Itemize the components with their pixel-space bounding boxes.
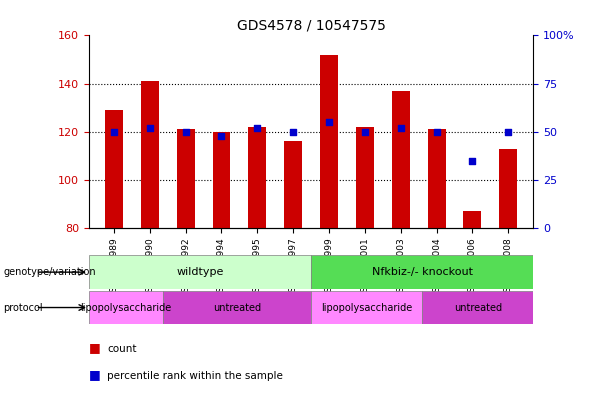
Point (432, 129, 441, 135)
Bar (89, 291, 163, 324)
Bar (428, 129, 446, 228)
Bar (213, 132, 230, 228)
Bar (392, 91, 409, 228)
Bar (463, 211, 481, 228)
Text: Nfkbiz-/- knockout: Nfkbiz-/- knockout (371, 267, 473, 277)
Text: wildtype: wildtype (177, 267, 224, 277)
Bar (177, 129, 194, 228)
Point (253, 125, 262, 131)
Bar (89, 255, 311, 289)
Text: ■: ■ (89, 341, 101, 354)
Point (396, 125, 406, 131)
Point (216, 132, 226, 139)
Bar (311, 291, 422, 324)
Text: untreated: untreated (454, 303, 502, 312)
Bar (356, 127, 374, 228)
Point (145, 125, 154, 131)
Text: genotype/variation: genotype/variation (3, 267, 96, 277)
Text: percentile rank within the sample: percentile rank within the sample (107, 371, 283, 381)
Bar (248, 127, 266, 228)
Bar (320, 55, 338, 228)
Point (288, 129, 298, 135)
Text: protocol: protocol (3, 303, 43, 312)
Bar (422, 291, 533, 324)
Text: ■: ■ (89, 368, 101, 381)
Text: count: count (107, 344, 137, 354)
Bar (141, 81, 159, 228)
Title: GDS4578 / 10547575: GDS4578 / 10547575 (237, 19, 386, 33)
Point (109, 129, 119, 135)
Bar (311, 255, 533, 289)
Point (360, 129, 370, 135)
Text: lipopolysaccharide: lipopolysaccharide (80, 303, 172, 312)
Point (503, 129, 513, 135)
Bar (284, 141, 302, 228)
Bar (163, 291, 311, 324)
Text: untreated: untreated (213, 303, 261, 312)
Bar (499, 149, 517, 228)
Point (324, 119, 334, 125)
Bar (105, 110, 123, 228)
Text: lipopolysaccharide: lipopolysaccharide (321, 303, 413, 312)
Point (468, 157, 478, 163)
Point (181, 129, 191, 135)
